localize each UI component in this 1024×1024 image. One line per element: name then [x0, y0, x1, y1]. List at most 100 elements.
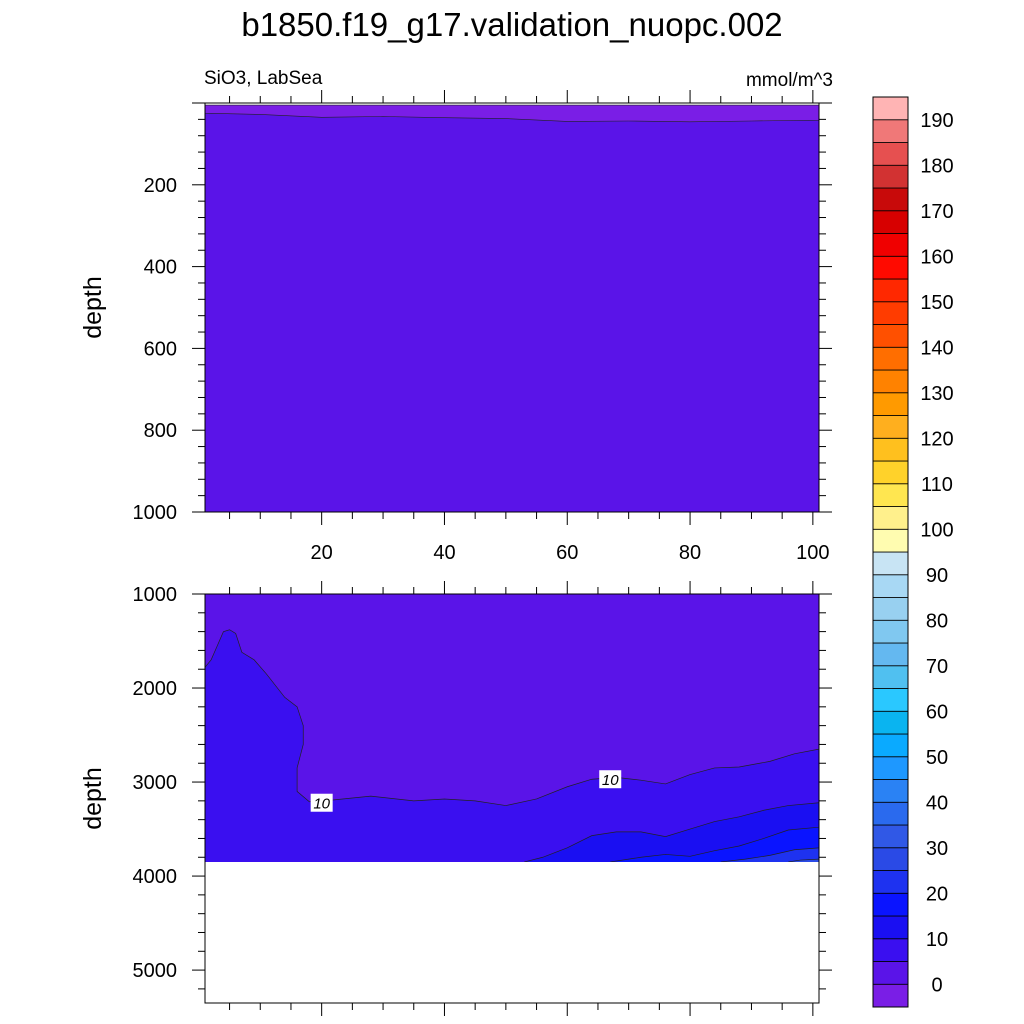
colorbar-swatch: [872, 619, 909, 644]
colorbar-swatch: [872, 278, 909, 303]
colorbar-swatch: [872, 779, 909, 803]
colorbar-tick-label: 140: [920, 337, 953, 359]
colorbar-tick-label: 150: [920, 292, 953, 314]
contour-line-15: [524, 802, 819, 862]
y-tick-label: 4000: [133, 866, 178, 888]
colorbar-tick-label: 170: [920, 201, 953, 223]
contour-line-20: [610, 826, 819, 862]
colorbar-swatch: [872, 233, 909, 257]
y-tick-label: 200: [144, 175, 177, 197]
colorbar-swatch: [872, 665, 909, 689]
colorbar-swatch: [872, 346, 909, 371]
colorbar-swatch: [872, 847, 909, 871]
contour-label: 10: [310, 793, 333, 813]
upper-frame: [204, 102, 820, 513]
contour-fill-10: [205, 629, 819, 862]
contour-label: 10: [599, 770, 622, 789]
contour-fill-0-5: [205, 104, 819, 123]
colorbar-swatch: [872, 164, 909, 189]
colorbar-swatch: [872, 301, 909, 325]
colorbar-swatch: [872, 415, 909, 439]
lower-y-axis-label: depth: [79, 767, 107, 830]
colorbar-swatch: [872, 961, 909, 985]
colorbar-swatch: [872, 460, 909, 485]
colorbar-tick-label: 10: [926, 929, 948, 951]
lower-frame: [204, 593, 820, 1004]
colorbar-swatch: [872, 870, 909, 894]
y-tick-label: 400: [144, 257, 177, 279]
colorbar-tick-label: 60: [926, 701, 948, 723]
colorbar-tick-label: 130: [920, 383, 953, 405]
variable-region-label: SiO3, LabSea: [204, 68, 323, 89]
colorbar-swatch: [872, 915, 909, 940]
colorbar-swatch: [872, 210, 909, 234]
y-tick-label: 1000: [133, 584, 178, 606]
colorbar-swatch: [872, 642, 909, 667]
x-tick-label: 40: [433, 542, 455, 564]
colorbar: 0 10 20 30 40 50 60 70 80 90 100 110 120 130 140 150 160…: [872, 96, 954, 1008]
colorbar-swatch: [872, 824, 909, 849]
colorbar-swatch: [872, 938, 909, 962]
contour-fill-5-10: [205, 105, 819, 512]
colorbar-swatch: [872, 255, 909, 280]
contour-label-text: 10: [313, 796, 330, 813]
contour-label-box: [310, 793, 333, 812]
colorbar-tick-label: 110: [921, 474, 953, 496]
y-tick-label: 3000: [133, 772, 178, 794]
contour-label-text: 10: [602, 772, 619, 789]
colorbar-swatch: [872, 369, 909, 394]
y-tick-label: 2000: [133, 678, 178, 700]
contour-fill-25: [720, 847, 819, 862]
colorbar-tick-label: 0: [931, 974, 942, 996]
colorbar-swatch: [872, 551, 909, 576]
colorbar-tick-label: 160: [920, 246, 953, 268]
x-tick-label: 100: [796, 542, 829, 564]
contour-label-box: [599, 770, 622, 789]
colorbar-swatch: [872, 892, 909, 917]
colorbar-swatch: [872, 96, 909, 121]
colorbar-swatch: [872, 187, 909, 212]
colorbar-tick-label: 120: [920, 428, 953, 450]
colorbar-swatch: [872, 710, 909, 735]
colorbar-swatch: [872, 733, 909, 758]
colorbar-swatch: [872, 574, 909, 598]
contour-line-30: [788, 858, 819, 862]
contour-line-25: [720, 847, 819, 862]
lower-contour-panel: 10 10 1000 2000 3000 4000 5000 depth: [79, 581, 832, 1016]
colorbar-swatch: [872, 983, 909, 1008]
colorbar-tick-label: 70: [926, 656, 948, 678]
colorbar-swatch: [872, 483, 909, 507]
colorbar-swatch: [872, 142, 909, 166]
colorbar-tick-label: 20: [926, 883, 948, 905]
colorbar-frame: [872, 96, 909, 1008]
contour-line-10: [205, 629, 819, 806]
y-tick-label: 800: [144, 420, 177, 442]
colorbar-tick-label: 100: [920, 519, 953, 541]
colorbar-swatch: [872, 597, 909, 621]
colorbar-swatch: [872, 756, 909, 780]
colorbar-tick-label: 80: [926, 610, 948, 632]
upper-contour-panel: 200 400 600 800 1000 20 40 60 80 100 depth: [79, 90, 832, 564]
y-tick-label: 1000: [133, 502, 178, 524]
units-label: mmol/m^3: [746, 70, 833, 91]
colorbar-swatch: [872, 392, 909, 416]
colorbar-swatch: [872, 506, 909, 530]
colorbar-swatch: [872, 119, 909, 143]
contour-fill-20: [610, 827, 819, 862]
y-tick-label: 600: [144, 338, 177, 360]
x-tick-label: 60: [556, 542, 578, 564]
colorbar-swatch: [872, 528, 909, 553]
upper-y-axis-label: depth: [79, 276, 107, 339]
colorbar-swatch: [872, 801, 909, 826]
y-tick-label: 5000: [133, 960, 178, 982]
x-tick-label: 20: [311, 542, 333, 564]
colorbar-swatch: [872, 437, 909, 462]
colorbar-tick-label: 180: [920, 155, 953, 177]
colorbar-tick-label: 40: [926, 792, 948, 814]
colorbar-tick-label: 190: [920, 110, 953, 132]
colorbar-tick-label: 50: [926, 747, 948, 769]
colorbar-swatch: [872, 324, 909, 348]
colorbar-tick-label: 90: [926, 565, 948, 587]
figure-title: b1850.f19_g17.validation_nuopc.002: [241, 6, 782, 43]
